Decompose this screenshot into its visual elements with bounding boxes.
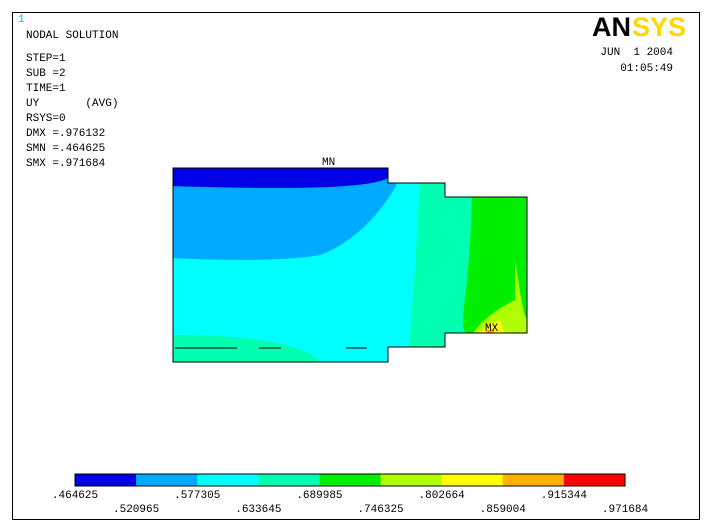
logo-left: AN: [592, 12, 631, 42]
legend-swatch: [380, 474, 442, 486]
contour-plot: [173, 168, 527, 362]
contour-band: [173, 335, 320, 362]
color-legend: .464625 .520965 .577305 .633645 .689985 .7463…: [52, 473, 649, 516]
model-outline: [172, 167, 528, 363]
legend-swatch: [75, 474, 137, 486]
info-line: SUB =2: [26, 68, 66, 80]
legend-swatch: [136, 474, 198, 486]
legend-label: .464625: [52, 490, 98, 502]
legend-swatch: [563, 474, 626, 486]
legend-label: .746325: [357, 504, 403, 516]
info-line: SMX =.971684: [26, 158, 106, 170]
legend-label: .577305: [174, 490, 220, 502]
legend-swatch: [502, 474, 565, 486]
legend-label: .520965: [113, 504, 159, 516]
legend-swatch: [197, 474, 259, 486]
max-marker: MX: [485, 323, 499, 335]
legend-swatch: [441, 474, 504, 486]
legend-label: .802664: [419, 490, 466, 502]
legend-label: .859004: [480, 504, 527, 516]
plot-title: NODAL SOLUTION: [26, 30, 118, 42]
contour-band: [173, 168, 392, 188]
logo-right: SYS: [632, 12, 686, 42]
info-line: TIME=1: [26, 83, 66, 95]
min-marker: MN: [322, 157, 335, 169]
date: JUN 1 2004: [600, 47, 673, 59]
legend-label: .633645: [235, 504, 281, 516]
time: 01:05:49: [620, 63, 673, 75]
info-line: STEP=1: [26, 53, 66, 65]
contour-band: [470, 260, 527, 340]
frame: [12, 12, 700, 520]
info-line: DMX =.976132: [26, 128, 105, 140]
legend-swatch: [258, 474, 320, 486]
window-number: 1: [18, 14, 25, 26]
legend-border: [74, 473, 626, 487]
legend-label: .971684: [602, 504, 649, 516]
legend-label: .689985: [296, 490, 342, 502]
info-block: STEP=1 SUB =2 TIME=1 UY (AVG) RSYS=0 DMX =.97…: [26, 53, 118, 170]
info-line: RSYS=0: [26, 113, 66, 125]
contour-band: [173, 168, 400, 260]
info-line: SMN =.464625: [26, 143, 105, 155]
info-line: UY (AVG): [26, 98, 118, 110]
legend-label: .915344: [541, 490, 588, 502]
legend-swatch: [319, 474, 381, 486]
